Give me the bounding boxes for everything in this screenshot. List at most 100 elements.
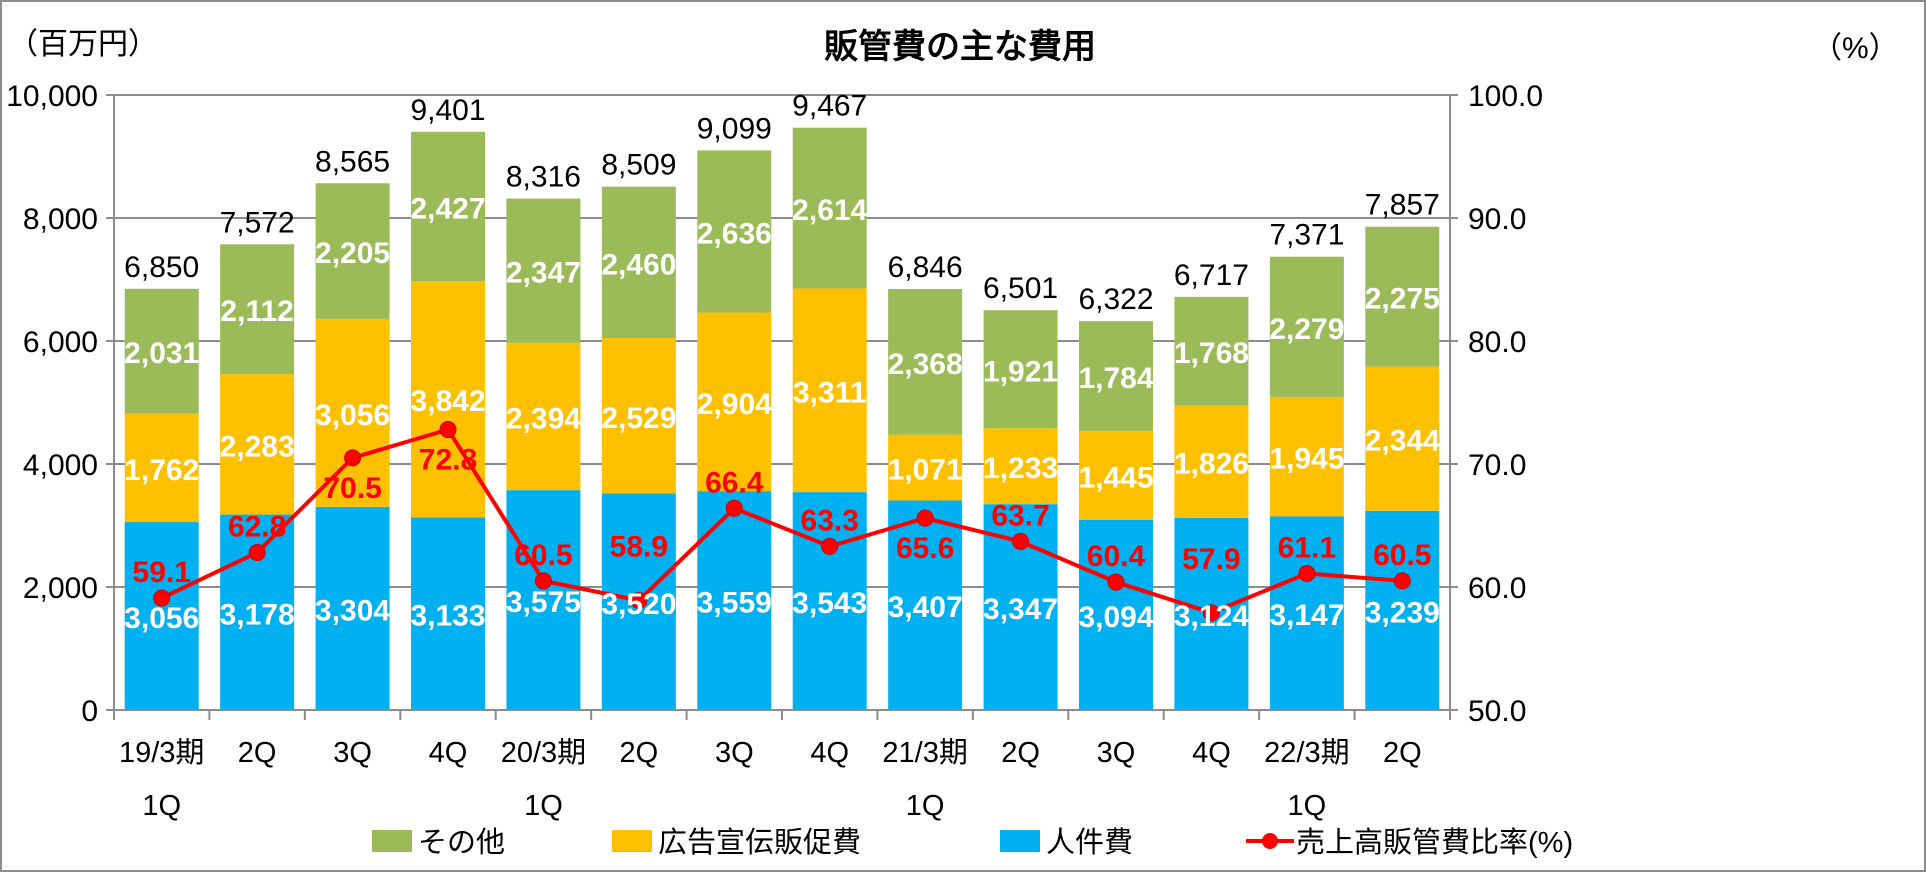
total-label: 7,371 <box>1269 219 1344 252</box>
ratio-point <box>248 544 266 562</box>
ratio-point <box>439 421 457 439</box>
ratio-point <box>821 537 839 555</box>
total-label: 6,850 <box>124 251 199 284</box>
legend-label: 売上高販管費比率(%) <box>1296 826 1573 859</box>
ratio-point <box>630 592 648 610</box>
y2-tick-label: 70.0 <box>1468 449 1526 482</box>
bar-other <box>1174 296 1249 406</box>
bar-value-label: 2,529 <box>601 402 676 435</box>
ratio-label: 57.9 <box>1182 543 1240 576</box>
total-label: 9,401 <box>410 94 485 127</box>
ratio-label: 59.1 <box>133 556 191 589</box>
bar-advertising <box>983 428 1058 505</box>
bar-value-label: 3,559 <box>697 587 772 620</box>
bar-personnel <box>697 491 772 710</box>
bar-other <box>315 183 390 319</box>
y-tick-label: 6,000 <box>23 326 98 359</box>
ratio-point <box>1107 573 1125 591</box>
x-tick-label: 21/3期 <box>882 737 967 769</box>
bar-value-label: 3,304 <box>315 594 390 627</box>
ratio-point <box>1012 532 1030 550</box>
ratio-point <box>344 449 362 467</box>
bar-value-label: 1,826 <box>1174 448 1249 481</box>
ratio-point <box>153 589 171 607</box>
bar-value-label: 3,520 <box>601 588 676 621</box>
ratio-point <box>725 499 743 517</box>
ratio-point <box>916 509 934 527</box>
bar-value-label: 1,445 <box>1078 461 1153 494</box>
x-tick-label: 3Q <box>715 737 754 769</box>
bar-value-label: 3,133 <box>410 600 485 633</box>
bar-value-label: 3,239 <box>1365 596 1440 629</box>
y2-tick-label: 60.0 <box>1468 572 1526 605</box>
bar-value-label: 2,205 <box>315 237 390 270</box>
bar-other <box>1365 226 1440 367</box>
ratio-point <box>1393 572 1411 590</box>
x-tick-label: 4Q <box>810 737 849 769</box>
bar-other <box>1079 321 1153 431</box>
bar-value-label: 3,842 <box>410 385 485 418</box>
x-tick-label-sub: 1Q <box>1288 790 1327 822</box>
bar-value-label: 3,311 <box>793 376 866 409</box>
bar-advertising <box>601 337 676 494</box>
bar-value-label: 2,283 <box>220 430 295 463</box>
bar-other <box>411 131 485 282</box>
bar-advertising <box>697 312 772 492</box>
bar-value-label: 1,921 <box>983 355 1058 388</box>
bar-value-label: 3,543 <box>792 587 867 620</box>
total-label: 7,572 <box>220 206 295 239</box>
bar-advertising <box>1269 396 1344 517</box>
bar-other <box>124 288 199 414</box>
y2-tick-label: 90.0 <box>1468 203 1526 236</box>
legend-label: その他 <box>418 826 505 859</box>
bar-value-label: 3,407 <box>888 591 963 624</box>
x-tick-label: 3Q <box>1097 737 1136 769</box>
bar-value-label: 3,056 <box>124 602 199 635</box>
total-label: 6,717 <box>1174 259 1249 292</box>
bar-advertising <box>1174 405 1249 518</box>
x-tick-label: 2Q <box>620 737 659 769</box>
ratio-label: 65.6 <box>896 532 954 565</box>
total-label: 7,857 <box>1365 189 1440 222</box>
total-label: 6,846 <box>888 251 963 284</box>
ratio-label: 72.8 <box>419 444 477 477</box>
bar-value-label: 2,636 <box>697 217 772 250</box>
ratio-label: 66.4 <box>705 466 764 499</box>
legend-swatch <box>1000 830 1040 852</box>
ratio-label: 62.8 <box>228 511 286 544</box>
x-tick-label: 4Q <box>429 737 468 769</box>
bar-advertising <box>1365 366 1440 511</box>
bar-personnel <box>1269 516 1344 710</box>
bar-value-label: 2,368 <box>888 348 963 381</box>
legend-marker-icon <box>1262 833 1278 849</box>
total-label: 6,501 <box>983 272 1058 305</box>
left-axis-unit: （百万円） <box>8 28 158 61</box>
bar-personnel <box>1079 519 1153 710</box>
bar-value-label: 2,344 <box>1365 425 1440 458</box>
bar-other <box>1269 256 1344 397</box>
bar-advertising <box>411 281 485 518</box>
x-tick-label: 2Q <box>238 737 277 769</box>
x-tick-label: 19/3期 <box>119 737 204 769</box>
total-label: 8,565 <box>315 145 390 178</box>
x-tick-label-sub: 1Q <box>524 790 563 822</box>
x-tick-label: 20/3期 <box>501 737 586 769</box>
bar-value-label: 1,768 <box>1174 337 1249 370</box>
y2-tick-label: 50.0 <box>1468 695 1526 728</box>
bar-personnel <box>1365 510 1440 710</box>
bar-other <box>697 150 772 313</box>
y-tick-label: 10,000 <box>6 80 98 113</box>
ratio-point <box>534 572 552 590</box>
bar-other <box>983 310 1058 429</box>
bar-advertising <box>888 434 963 501</box>
y2-tick-label: 80.0 <box>1468 326 1526 359</box>
bar-value-label: 3,094 <box>1078 601 1153 634</box>
y-tick-label: 4,000 <box>23 449 98 482</box>
total-label: 6,322 <box>1078 283 1153 316</box>
bar-value-label: 2,427 <box>410 192 485 225</box>
y2-tick-label: 100.0 <box>1468 80 1543 113</box>
chart-title: 販管費の主な費用 <box>824 28 1096 66</box>
legend-swatch <box>612 830 652 852</box>
